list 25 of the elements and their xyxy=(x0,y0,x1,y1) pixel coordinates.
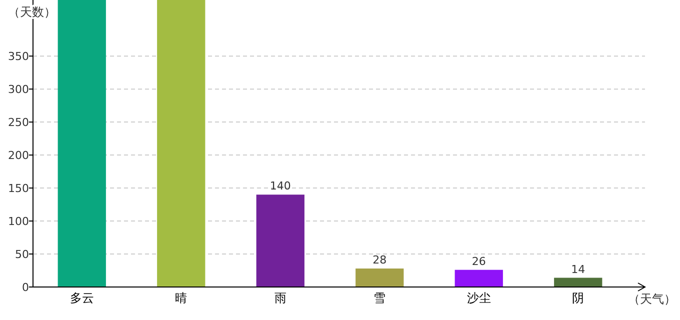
y-tick-label: 100 xyxy=(8,215,29,228)
y-tick-label: 200 xyxy=(8,149,29,162)
x-axis-title: （天气） xyxy=(628,292,676,306)
y-tick-label: 50 xyxy=(15,248,29,262)
x-tick-label: 雪 xyxy=(374,291,386,305)
y-tick-label: 350 xyxy=(8,50,29,64)
x-tick-label: 晴 xyxy=(175,291,188,305)
y-tick-label: 300 xyxy=(8,83,29,96)
y-tick-label: 150 xyxy=(8,182,29,196)
data-label: 140 xyxy=(270,180,291,193)
x-tick-label: 雨 xyxy=(274,291,286,305)
x-tick-label: 阴 xyxy=(572,291,584,305)
bar xyxy=(256,194,304,287)
data-label: 26 xyxy=(472,254,486,268)
y-tick-label: 0 xyxy=(22,281,29,294)
bar xyxy=(58,0,106,287)
x-tick-label: 多云 xyxy=(70,291,94,305)
x-tick-label: 沙尘 xyxy=(466,291,491,305)
data-label: 14 xyxy=(571,262,586,276)
data-label: 28 xyxy=(372,254,387,267)
y-tick-label: 250 xyxy=(8,116,29,130)
bar xyxy=(454,270,503,287)
bar xyxy=(554,278,602,287)
bar xyxy=(157,0,206,287)
bar xyxy=(356,268,404,287)
